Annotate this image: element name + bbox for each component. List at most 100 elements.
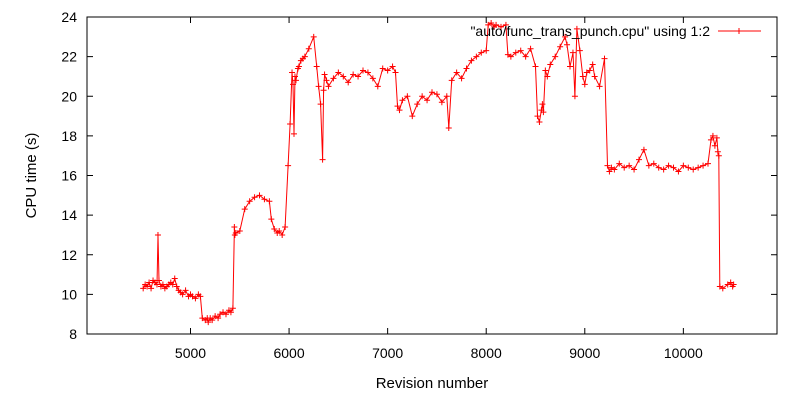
data-point — [536, 119, 543, 126]
y-tick-label: 20 — [61, 88, 77, 104]
data-point — [364, 69, 371, 76]
data-point — [209, 317, 216, 324]
data-point — [445, 124, 452, 131]
y-axis-ticks: 8 10 12 14 16 18 20 22 24 — [61, 9, 777, 342]
data-point — [319, 156, 326, 163]
data-point — [409, 113, 416, 120]
data-point — [335, 69, 342, 76]
data-point — [557, 43, 564, 50]
y-axis-title: CPU time (s) — [23, 133, 40, 219]
data-point — [522, 53, 529, 60]
data-point — [685, 164, 692, 171]
data-point — [287, 120, 294, 127]
data-point — [360, 67, 366, 74]
x-tick-label: 9000 — [569, 345, 600, 361]
data-point — [323, 77, 330, 84]
data-point — [394, 103, 401, 110]
data-point — [601, 55, 608, 62]
data-point — [665, 162, 672, 169]
data-point — [714, 148, 721, 155]
data-point — [719, 285, 726, 292]
data-point — [458, 75, 465, 82]
data-point — [340, 73, 347, 80]
data-point — [389, 63, 396, 70]
data-point — [616, 160, 623, 167]
data-point — [345, 79, 352, 86]
data-point — [268, 216, 275, 223]
series-line — [142, 22, 735, 324]
data-point — [552, 53, 559, 60]
data-point — [159, 281, 166, 288]
data-point — [392, 69, 399, 76]
data-point — [290, 81, 297, 88]
y-tick-label: 14 — [61, 207, 77, 223]
data-point — [690, 166, 697, 173]
data-point — [215, 315, 222, 322]
legend-marker — [736, 28, 742, 34]
series-layer — [140, 19, 737, 326]
data-point — [419, 93, 426, 100]
data-point — [564, 41, 571, 48]
data-point — [498, 23, 504, 30]
data-point — [140, 285, 147, 292]
data-point — [276, 227, 283, 234]
data-point — [640, 146, 647, 153]
data-point — [320, 87, 327, 94]
data-point — [404, 93, 411, 100]
y-tick-label: 8 — [69, 326, 77, 342]
x-tick-label: 7000 — [372, 345, 403, 361]
data-point — [315, 83, 322, 90]
data-point — [453, 69, 460, 76]
data-point — [606, 168, 613, 175]
x-tick-label: 10000 — [664, 345, 703, 361]
data-point — [256, 192, 263, 199]
y-tick-label: 24 — [61, 9, 77, 25]
data-point — [567, 63, 573, 70]
data-point — [173, 283, 180, 290]
data-point — [179, 291, 186, 298]
data-point — [443, 93, 450, 100]
data-point — [154, 231, 161, 238]
data-point — [478, 49, 485, 56]
data-point — [271, 225, 278, 232]
y-tick-label: 12 — [61, 247, 77, 263]
data-point — [246, 198, 253, 205]
data-point — [581, 81, 588, 88]
data-point — [579, 73, 586, 80]
data-point — [562, 33, 569, 40]
data-point — [317, 101, 324, 108]
data-point — [591, 73, 598, 80]
data-point — [589, 61, 596, 68]
data-point — [569, 49, 576, 56]
data-point — [448, 77, 455, 84]
data-point — [289, 69, 296, 76]
data-point — [534, 113, 541, 120]
data-point — [493, 21, 500, 28]
data-point — [576, 47, 583, 54]
data-point — [231, 224, 238, 231]
data-point — [650, 160, 657, 167]
data-point — [468, 57, 475, 64]
data-point — [438, 99, 445, 106]
data-point — [261, 196, 268, 203]
data-point — [631, 166, 638, 173]
data-point — [396, 107, 403, 114]
data-point — [146, 279, 153, 286]
data-point — [542, 67, 549, 74]
data-point — [197, 293, 204, 300]
y-tick-label: 10 — [61, 286, 77, 302]
data-point — [517, 47, 524, 54]
plot-frame — [86, 16, 778, 335]
data-point — [705, 160, 711, 167]
data-point — [660, 166, 667, 173]
data-point — [707, 136, 714, 143]
data-point — [171, 275, 178, 282]
data-point — [182, 287, 189, 294]
data-point — [305, 45, 312, 52]
data-point — [291, 73, 298, 80]
data-point — [675, 168, 682, 175]
data-point — [291, 130, 297, 137]
data-point — [251, 194, 258, 201]
data-point — [700, 162, 707, 169]
